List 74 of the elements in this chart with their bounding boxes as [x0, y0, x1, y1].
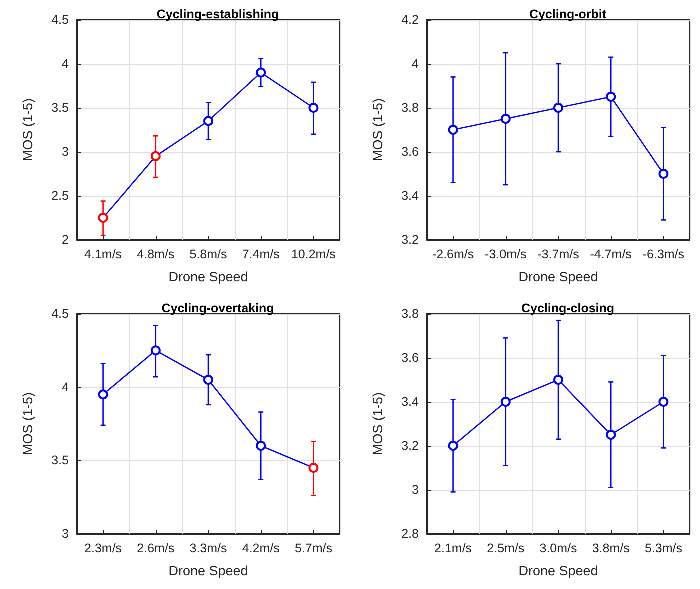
y-tick-label: 2.5: [52, 189, 70, 203]
x-tick-label: -3.0m/s: [485, 248, 527, 262]
x-tick-label: -4.7m/s: [590, 248, 632, 262]
x-tick-label: 5.8m/s: [190, 248, 228, 262]
point: [658, 169, 669, 179]
y-tick-label: 3.6: [402, 145, 420, 159]
y-tick-label: 4.5: [52, 13, 70, 27]
y-tick-label: 3.8: [402, 101, 420, 115]
x-tick-label: 5.3m/s: [644, 542, 682, 556]
point: [204, 375, 214, 385]
x-tick-label: 2.1m/s: [434, 542, 472, 556]
point: [554, 375, 564, 385]
y-tick-label: 3: [412, 483, 420, 497]
y-tick-label: 3.8: [402, 307, 420, 321]
x-tick-label: 3.3m/s: [190, 542, 228, 556]
chart-title: Cycling-overtaking: [162, 302, 274, 316]
y-tick-label: 3.2: [402, 439, 420, 453]
x-axis-title: Drone Speed: [168, 270, 248, 284]
point: [150, 346, 161, 356]
point: [500, 397, 511, 407]
y-tick-label: 3.5: [52, 454, 70, 468]
y-axis-title: MOS (1-5): [370, 392, 386, 456]
point: [256, 68, 266, 78]
y-axis-title: MOS (1-5): [20, 392, 36, 456]
x-tick-label: 2.5m/s: [487, 542, 525, 556]
y-tick-label: 2: [62, 233, 70, 247]
y-tick-label: 3.5: [52, 101, 70, 115]
x-tick-label: 3.8m/s: [592, 542, 630, 556]
y-tick-label: 4.5: [52, 307, 70, 321]
x-tick-label: 4.2m/s: [242, 542, 280, 556]
point: [308, 463, 319, 473]
x-tick-label: 10.2m/s: [291, 248, 336, 262]
point: [308, 103, 319, 113]
x-tick-label: 5.7m/s: [294, 542, 332, 556]
x-tick-label: 2.3m/s: [84, 542, 122, 556]
y-axis-title: MOS (1-5): [20, 98, 36, 162]
y-tick-label: 4: [62, 57, 70, 71]
y-tick-label: 4.2: [402, 13, 420, 27]
point: [256, 441, 266, 451]
point: [606, 430, 616, 440]
y-tick-label: 3: [62, 145, 70, 159]
y-axis-title: MOS (1-5): [370, 98, 386, 162]
point: [448, 441, 458, 451]
y-tick-label: 3: [62, 527, 70, 541]
point: [500, 114, 511, 124]
chart-title: Cycling-orbit: [529, 8, 608, 22]
point: [204, 116, 214, 126]
x-axis-title: Drone Speed: [518, 270, 598, 284]
y-tick-label: 3.2: [402, 233, 420, 247]
x-tick-label: 2.6m/s: [137, 542, 175, 556]
y-tick-label: 4: [412, 57, 420, 71]
point: [98, 213, 108, 223]
point: [606, 92, 616, 102]
chart-title: Cycling-closing: [521, 302, 615, 316]
point: [150, 151, 161, 162]
y-tick-label: 3.6: [402, 351, 420, 365]
y-tick-label: 3.4: [402, 395, 420, 409]
x-tick-label: -6.3m/s: [642, 248, 685, 262]
x-tick-label: -3.7m/s: [538, 248, 580, 262]
x-tick-label: 7.4m/s: [242, 248, 280, 262]
point: [554, 103, 564, 113]
point: [448, 125, 458, 135]
x-tick-label: 4.8m/s: [137, 248, 175, 262]
x-axis-title: Drone Speed: [168, 564, 248, 578]
x-tick-label: 4.1m/s: [84, 248, 122, 262]
point: [98, 390, 108, 400]
y-tick-label: 3.4: [402, 189, 420, 203]
y-tick-label: 4: [62, 380, 70, 394]
point: [658, 397, 669, 407]
x-tick-label: 3.0m/s: [540, 542, 578, 556]
x-axis-title: Drone Speed: [518, 564, 598, 578]
y-tick-label: 2.8: [402, 527, 420, 541]
chart-title: Cycling-establishing: [156, 8, 280, 22]
x-tick-label: -2.6m/s: [432, 248, 474, 262]
